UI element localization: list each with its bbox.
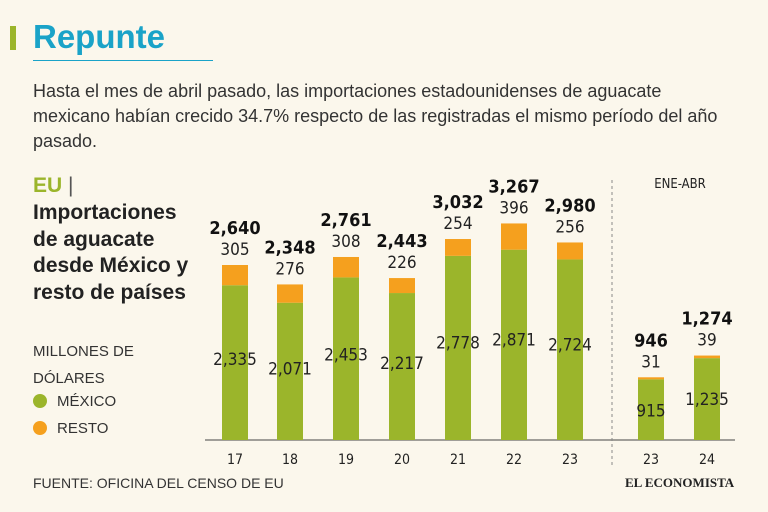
total-label: 1,274 bbox=[681, 309, 732, 330]
value-label: 2,071 bbox=[268, 359, 312, 379]
value-label: 2,217 bbox=[380, 354, 424, 374]
period-label: ENE-ABR bbox=[654, 177, 706, 192]
bar-segment bbox=[333, 256, 359, 278]
legend: MÉXICO RESTO bbox=[33, 388, 116, 442]
total-label: 2,640 bbox=[209, 218, 260, 239]
value-label: 1,235 bbox=[685, 390, 729, 410]
value-label: 226 bbox=[387, 253, 416, 273]
value-label: 2,778 bbox=[436, 334, 480, 354]
bar-segment bbox=[277, 302, 303, 440]
x-tick-label: 21 bbox=[450, 452, 466, 468]
title-rule bbox=[33, 60, 213, 61]
legend-swatch bbox=[33, 421, 47, 435]
brand: EL ECONOMISTA bbox=[625, 475, 735, 490]
subtitle: Hasta el mes de abril pasado, las import… bbox=[33, 81, 718, 151]
value-label: 2,724 bbox=[548, 336, 592, 356]
x-tick-label: 19 bbox=[338, 452, 354, 468]
unit: MILLONES DE DÓLARES bbox=[33, 343, 134, 387]
value-label: 254 bbox=[443, 214, 472, 234]
legend-label: RESTO bbox=[57, 420, 109, 437]
bar-segment bbox=[277, 284, 303, 303]
value-label: 39 bbox=[697, 331, 716, 351]
total-label: 2,443 bbox=[376, 231, 427, 252]
total-label: 946 bbox=[634, 330, 668, 351]
bar-segment bbox=[445, 255, 471, 440]
country: EU | bbox=[33, 174, 74, 197]
x-tick-label: 23 bbox=[643, 452, 659, 468]
value-label: 2,335 bbox=[213, 350, 257, 370]
x-tick-label: 23 bbox=[562, 452, 578, 468]
x-tick-label: 20 bbox=[394, 452, 410, 468]
x-tick-label: 17 bbox=[227, 452, 243, 468]
legend-swatch bbox=[33, 394, 47, 408]
value-label: 915 bbox=[636, 402, 665, 422]
value-label: 31 bbox=[641, 352, 660, 372]
legend-label: MÉXICO bbox=[57, 393, 117, 410]
title: Repunte bbox=[33, 18, 165, 55]
value-label: 305 bbox=[220, 240, 249, 260]
bar-segment bbox=[501, 249, 527, 440]
x-tick-label: 24 bbox=[699, 452, 715, 468]
bar-segment bbox=[389, 278, 415, 294]
bar-segment bbox=[333, 277, 359, 440]
bar-segment bbox=[389, 293, 415, 440]
bar-segment bbox=[638, 379, 664, 440]
source: FUENTE: OFICINA DEL CENSO DE EU bbox=[33, 475, 284, 491]
value-label: 396 bbox=[499, 198, 528, 218]
bar-segment bbox=[222, 285, 248, 440]
bar-segment bbox=[557, 242, 583, 260]
x-tick-label: 22 bbox=[506, 452, 522, 468]
legend-item: MÉXICO bbox=[33, 388, 116, 415]
country-label: EU bbox=[33, 174, 63, 197]
total-label: 2,761 bbox=[320, 210, 371, 231]
accent-bar bbox=[10, 26, 16, 50]
chart-title: Importaciones de aguacate desde México y… bbox=[33, 201, 189, 304]
total-label: 3,267 bbox=[488, 176, 539, 197]
total-label: 2,348 bbox=[264, 237, 315, 258]
bar-segment bbox=[638, 377, 664, 380]
value-label: 308 bbox=[331, 232, 360, 252]
value-label: 2,871 bbox=[492, 330, 536, 350]
bar-segment bbox=[445, 239, 471, 256]
x-tick-label: 18 bbox=[282, 452, 298, 468]
total-label: 3,032 bbox=[432, 192, 483, 213]
bar-segment bbox=[501, 223, 527, 250]
bar-segment bbox=[222, 265, 248, 286]
bar-segment bbox=[694, 355, 720, 359]
value-label: 256 bbox=[555, 217, 584, 237]
legend-item: RESTO bbox=[33, 415, 116, 442]
total-label: 2,980 bbox=[544, 195, 595, 216]
bar-segment bbox=[694, 358, 720, 440]
value-label: 2,453 bbox=[324, 346, 368, 366]
value-label: 276 bbox=[275, 259, 304, 279]
bar-segment bbox=[557, 259, 583, 440]
